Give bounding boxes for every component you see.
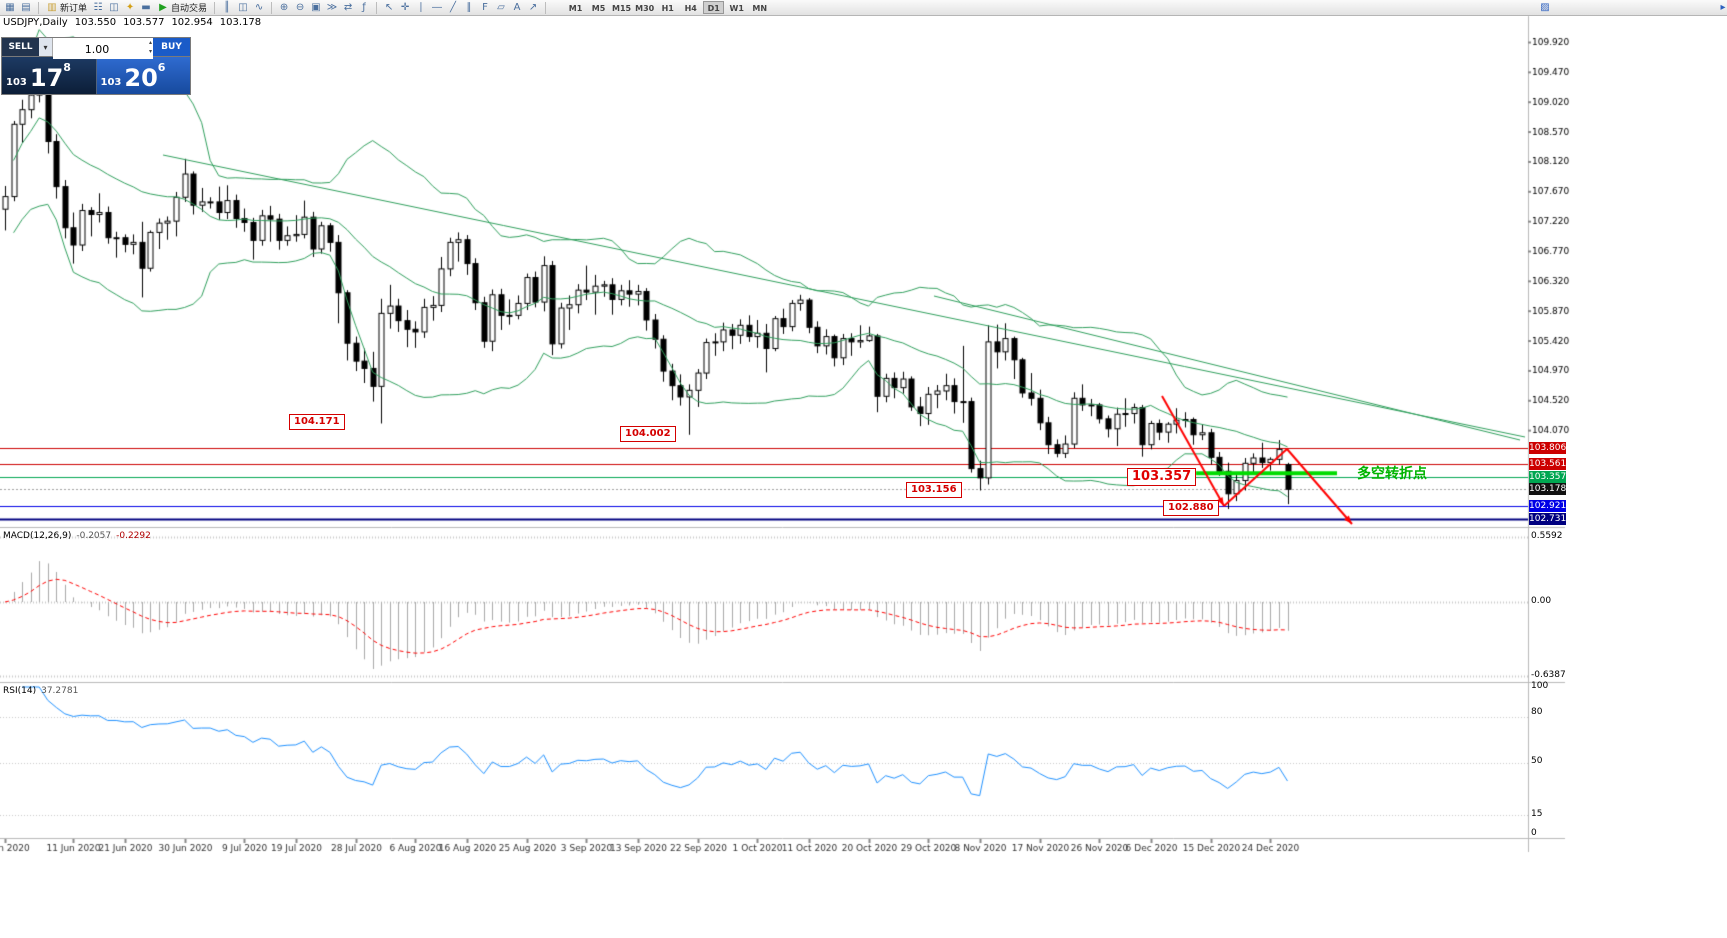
timeframe-mn[interactable]: MN [752,4,768,13]
horizontal-line-icon[interactable]: ― [432,1,443,13]
channel-icon[interactable]: ∥ [466,1,472,13]
profiles-icon[interactable]: ▤ [21,1,31,13]
price-callout-104171[interactable]: 104.171 [289,414,345,430]
new-order-button[interactable]: ▥ 新订单 [43,1,90,15]
timeframe-m30[interactable]: M30 [635,4,655,13]
timeframe-d1[interactable]: D1 [703,1,725,14]
shapes-icon[interactable]: ▱ [497,1,505,13]
sell-price-prefix: 103 [6,77,27,88]
macd-scale-max: 0.5592 [1531,531,1563,541]
toolbar-separator [545,1,547,14]
buy-button[interactable]: BUY [153,38,190,56]
timeframe-h4[interactable]: H4 [684,4,697,13]
sell-price-big: 17 [29,64,64,92]
volume-down-arrow[interactable]: ▾ [148,48,152,55]
ohlc-low: 102.954 [171,17,213,28]
macd-scale-min: -0.6387 [1531,670,1566,680]
candlestick-chart-icon[interactable]: ◫ [238,1,248,13]
order-options-dropdown[interactable]: ▾ [39,38,53,56]
terminal-icon[interactable]: ▬ [141,1,151,13]
toolbar-separator [376,1,378,14]
indicators-icon[interactable]: ƒ [362,1,366,13]
buy-price-button[interactable]: 103 20 6 [96,57,190,94]
timeframe-group: M1 M5 M15 M30 H1 H4 D1 W1 MN [564,1,771,14]
rsi-scale-15: 15 [1531,809,1543,819]
rsi-scale-0: 0 [1531,828,1537,838]
one-click-trading-panel: SELL ▾ ▴ ▾ BUY 103 17 8 103 20 6 [1,37,191,95]
macd-main-value: -0.2057 [76,531,112,541]
auto-scroll-icon[interactable]: ≫ [326,1,338,13]
symbol-period-label: USDJPY,Daily [3,17,68,28]
macd-indicator-label: MACD(12,26,9) -0.2057 -0.2292 [3,531,151,541]
rsi-scale-50: 50 [1531,756,1543,766]
line-chart-icon[interactable]: ∿ [254,1,264,13]
timeframe-m15[interactable]: M15 [612,4,632,13]
chart-ohlc-line: USDJPY,Daily 103.550 103.577 102.954 103.178 [3,17,268,28]
scroll-right-icon[interactable]: ▸ [1720,2,1726,13]
auto-trading-icon: ▶ [159,1,167,13]
ohlc-open: 103.550 [74,17,117,28]
chart-shift-icon[interactable]: ⇄ [343,1,353,13]
price-callout-103357[interactable]: 103.357 [1127,468,1197,486]
axis-tag-resistance-1: 103.806 [1529,442,1567,454]
macd-signal-value: -0.2292 [116,531,151,541]
new-order-icon: ▥ [47,1,57,13]
ohlc-close: 103.178 [219,17,262,28]
sell-button[interactable]: SELL [2,38,39,56]
zoom-in-icon[interactable]: ⊕ [279,1,289,13]
toolbar-separator [271,1,273,14]
arrows-icon[interactable]: ↗ [528,1,538,13]
data-window-icon[interactable]: ◫ [109,1,119,13]
new-order-label: 新订单 [60,4,88,14]
toolbar: ▦ ▤ ▥ 新订单 ☷ ◫ ✦ ▬ ▶ 自动交易 ║ ◫ ∿ ⊕ ⊖ ▣ ≫ ⇄… [0,0,1727,16]
pivot-note-text[interactable]: 多空转折点 [1357,466,1427,482]
panel-blue-icon[interactable]: ▨ [1540,2,1550,13]
buy-price-big: 20 [124,64,158,92]
rsi-indicator-label: RSI(14) 37.2781 [3,686,78,696]
axis-tag-support-blue: 102.921 [1529,500,1567,512]
bar-chart-icon[interactable]: ║ [224,1,231,13]
fibonacci-icon[interactable]: F [482,1,488,13]
rsi-scale-100: 100 [1531,681,1549,691]
macd-name: MACD(12,26,9) [3,531,72,541]
rsi-value: 37.2781 [41,686,79,696]
tile-windows-icon[interactable]: ▣ [311,1,321,13]
axis-tag-current-price: 103.178 [1529,483,1567,495]
timeframe-m1[interactable]: M1 [568,4,583,13]
buy-price-sup: 6 [157,61,166,74]
timeframe-h1[interactable]: H1 [661,4,674,13]
axis-tag-support-navy: 102.731 [1529,513,1567,525]
sell-price-button[interactable]: 103 17 8 [2,57,97,94]
buy-price-prefix: 103 [100,77,122,88]
text-icon[interactable]: A [513,1,521,13]
price-callout-103156[interactable]: 103.156 [906,482,962,498]
volume-up-arrow[interactable]: ▴ [148,39,152,46]
navigator-icon[interactable]: ✦ [125,1,135,13]
timeframe-w1[interactable]: W1 [729,4,744,13]
auto-trading-button[interactable]: ▶ 自动交易 [154,1,210,15]
new-chart-icon[interactable]: ▦ [5,1,15,13]
timeframe-m5[interactable]: M5 [591,4,606,13]
rsi-name: RSI(14) [3,686,37,696]
macd-scale-zero: 0.00 [1531,596,1552,606]
market-watch-icon[interactable]: ☷ [93,1,103,13]
axis-tag-resistance-2: 103.561 [1529,458,1567,470]
cursor-icon[interactable]: ↖ [384,1,394,13]
sell-price-sup: 8 [63,61,71,74]
zoom-out-icon[interactable]: ⊖ [295,1,305,13]
toolbar-separator [214,1,216,14]
trendline-icon[interactable]: ╱ [450,1,457,13]
axis-tag-support-green: 103.357 [1529,471,1567,483]
auto-trading-label: 自动交易 [171,4,208,14]
price-callout-104002[interactable]: 104.002 [620,426,676,442]
toolbar-separator [38,1,39,14]
volume-input[interactable] [53,40,153,59]
crosshair-icon[interactable]: ✛ [400,1,410,13]
ohlc-high: 103.577 [123,17,165,28]
rsi-scale-80: 80 [1531,707,1543,717]
price-callout-102880[interactable]: 102.880 [1163,500,1219,516]
vertical-line-icon[interactable]: ∣ [418,1,424,13]
